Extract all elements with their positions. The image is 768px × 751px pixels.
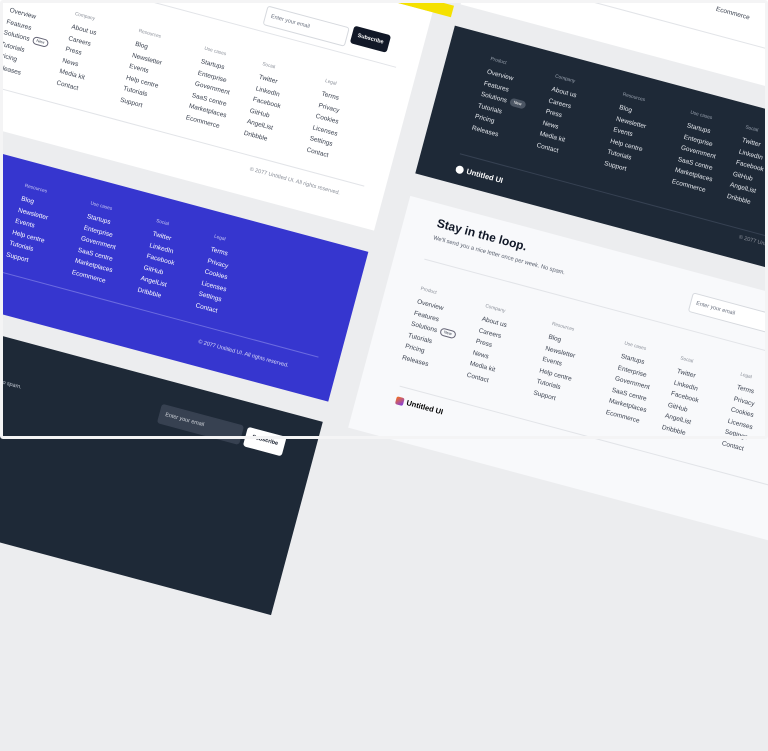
footer-link-label: Blog: [547, 333, 562, 344]
footer-column-company: Company About us Careers Press News Media kit…: [55, 9, 101, 95]
footer-link-label: Pricing: [0, 51, 18, 64]
footer-column-social: Social Twitter LinkedIn Facebook GitHub Angel…: [136, 216, 185, 303]
footer-column-social: Social Twitter LinkedIn Facebook GitHub Angel…: [242, 59, 291, 146]
footer-column-resources: Resources Blog Newsletter Events Help centre…: [603, 90, 656, 178]
footer-column-resources: Resources Blog Newsletter Events Help centre…: [532, 319, 585, 407]
copyright-text: © 2077 Untitled UI. All rights reserved.: [197, 339, 290, 370]
footer-link-label: Press: [474, 337, 493, 349]
footer-column-use-cases: Use cases Startups Enterprise Government Saa…: [604, 338, 663, 427]
footer-column-company: Company About us Careers Press News Media kit…: [465, 301, 511, 387]
subscribe-button[interactable]: Subscribe: [349, 25, 392, 53]
footer-column-company: Company About us Careers Press News Media kit…: [535, 71, 581, 157]
brand-logo[interactable]: Untitled UI: [454, 164, 505, 186]
footer-link-label: Press: [64, 45, 83, 57]
footer-column-legal: Legal Terms Privacy Cookies Licenses Settings…: [720, 370, 766, 456]
footer-link-label: Blog: [134, 40, 149, 51]
footer-link-label: Blog: [618, 104, 633, 115]
new-badge: New: [508, 97, 527, 110]
copyright-text: © 2077 Untitled UI. All rights reserved.: [737, 234, 768, 264]
footer-link-label: Press: [544, 108, 563, 120]
footer-column-use-cases: Ecommerce: [714, 4, 750, 24]
footer-column-use-cases: Use cases Startups Enterprise Government Saa…: [71, 199, 130, 288]
newsletter-subtitle: We'll send you a nice letter once per we…: [0, 351, 23, 391]
brand-name: Untitled UI: [465, 166, 505, 186]
logo-mark-icon: [395, 395, 405, 406]
footer-column-legal: Legal Terms Privacy Cookies Licenses Settings…: [305, 76, 351, 162]
new-badge: New: [31, 36, 49, 49]
footer-link-label: Blog: [20, 195, 35, 206]
footer-link[interactable]: Ecommerce: [715, 5, 751, 22]
footer-column-resources: Resources Blog Newsletter Events Help centre…: [5, 181, 58, 269]
email-input[interactable]: Enter your email: [687, 292, 768, 335]
footer-column-use-cases: Use cases Startups Enterprise Government Saa…: [670, 108, 729, 197]
new-badge: New: [438, 327, 457, 340]
footer-column-social: Social Twitter LinkedIn Facebook GitHub Angel…: [726, 122, 768, 209]
footer-column-product: ProductOverviewFeaturesSolutionsNewTutor…: [0, 0, 59, 84]
divider: [399, 385, 768, 506]
footer-column-use-cases: Use cases Startups Enterprise Government Saa…: [184, 44, 243, 133]
copyright-text: © 2077 Untitled UI. All rights reserved.: [248, 166, 341, 197]
footer-column-social: Social Twitter LinkedIn Facebook GitHub Angel…: [661, 353, 710, 440]
footer-column-legal: Legal Terms Privacy Cookies Licenses Settings…: [194, 232, 240, 318]
logo-mark-icon: [454, 164, 465, 175]
footer-column-resources: Resources Blog Newsletter Events Help centre…: [119, 26, 172, 114]
brand-name: Untitled UI: [405, 398, 445, 417]
brand-logo[interactable]: Untitled UI: [395, 395, 445, 417]
email-input[interactable]: Enter your email: [262, 5, 350, 47]
subscribe-button[interactable]: Subscribe: [242, 426, 287, 457]
